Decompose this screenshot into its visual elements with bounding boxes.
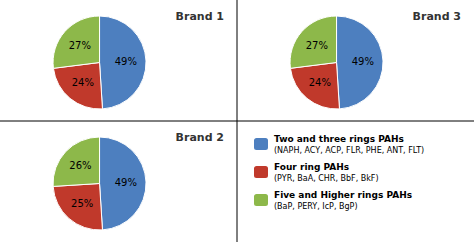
svg-text:Two and three rings PAHs: Two and three rings PAHs (274, 134, 404, 144)
svg-text:26%: 26% (69, 160, 91, 171)
svg-text:Four ring PAHs: Four ring PAHs (274, 162, 349, 172)
svg-text:25%: 25% (71, 198, 93, 209)
svg-text:24%: 24% (72, 77, 94, 88)
svg-text:(NAPH, ACY, ACP, FLR, PHE, ANT: (NAPH, ACY, ACP, FLR, PHE, ANT, FLT) (274, 146, 424, 155)
svg-text:27%: 27% (69, 40, 91, 51)
svg-text:Brand 3: Brand 3 (413, 10, 461, 23)
svg-text:24%: 24% (309, 77, 331, 88)
svg-text:27%: 27% (306, 40, 328, 51)
svg-text:(BaP, PERY, IcP, BgP): (BaP, PERY, IcP, BgP) (274, 202, 358, 211)
svg-text:(PYR, BaA, CHR, BbF, BkF): (PYR, BaA, CHR, BbF, BkF) (274, 174, 379, 183)
svg-text:Five and Higher rings PAHs: Five and Higher rings PAHs (274, 190, 412, 200)
svg-text:Brand 2: Brand 2 (176, 131, 224, 144)
svg-text:Brand 1: Brand 1 (176, 10, 224, 23)
svg-text:49%: 49% (115, 56, 137, 67)
svg-text:49%: 49% (115, 177, 137, 188)
svg-text:49%: 49% (352, 56, 374, 67)
